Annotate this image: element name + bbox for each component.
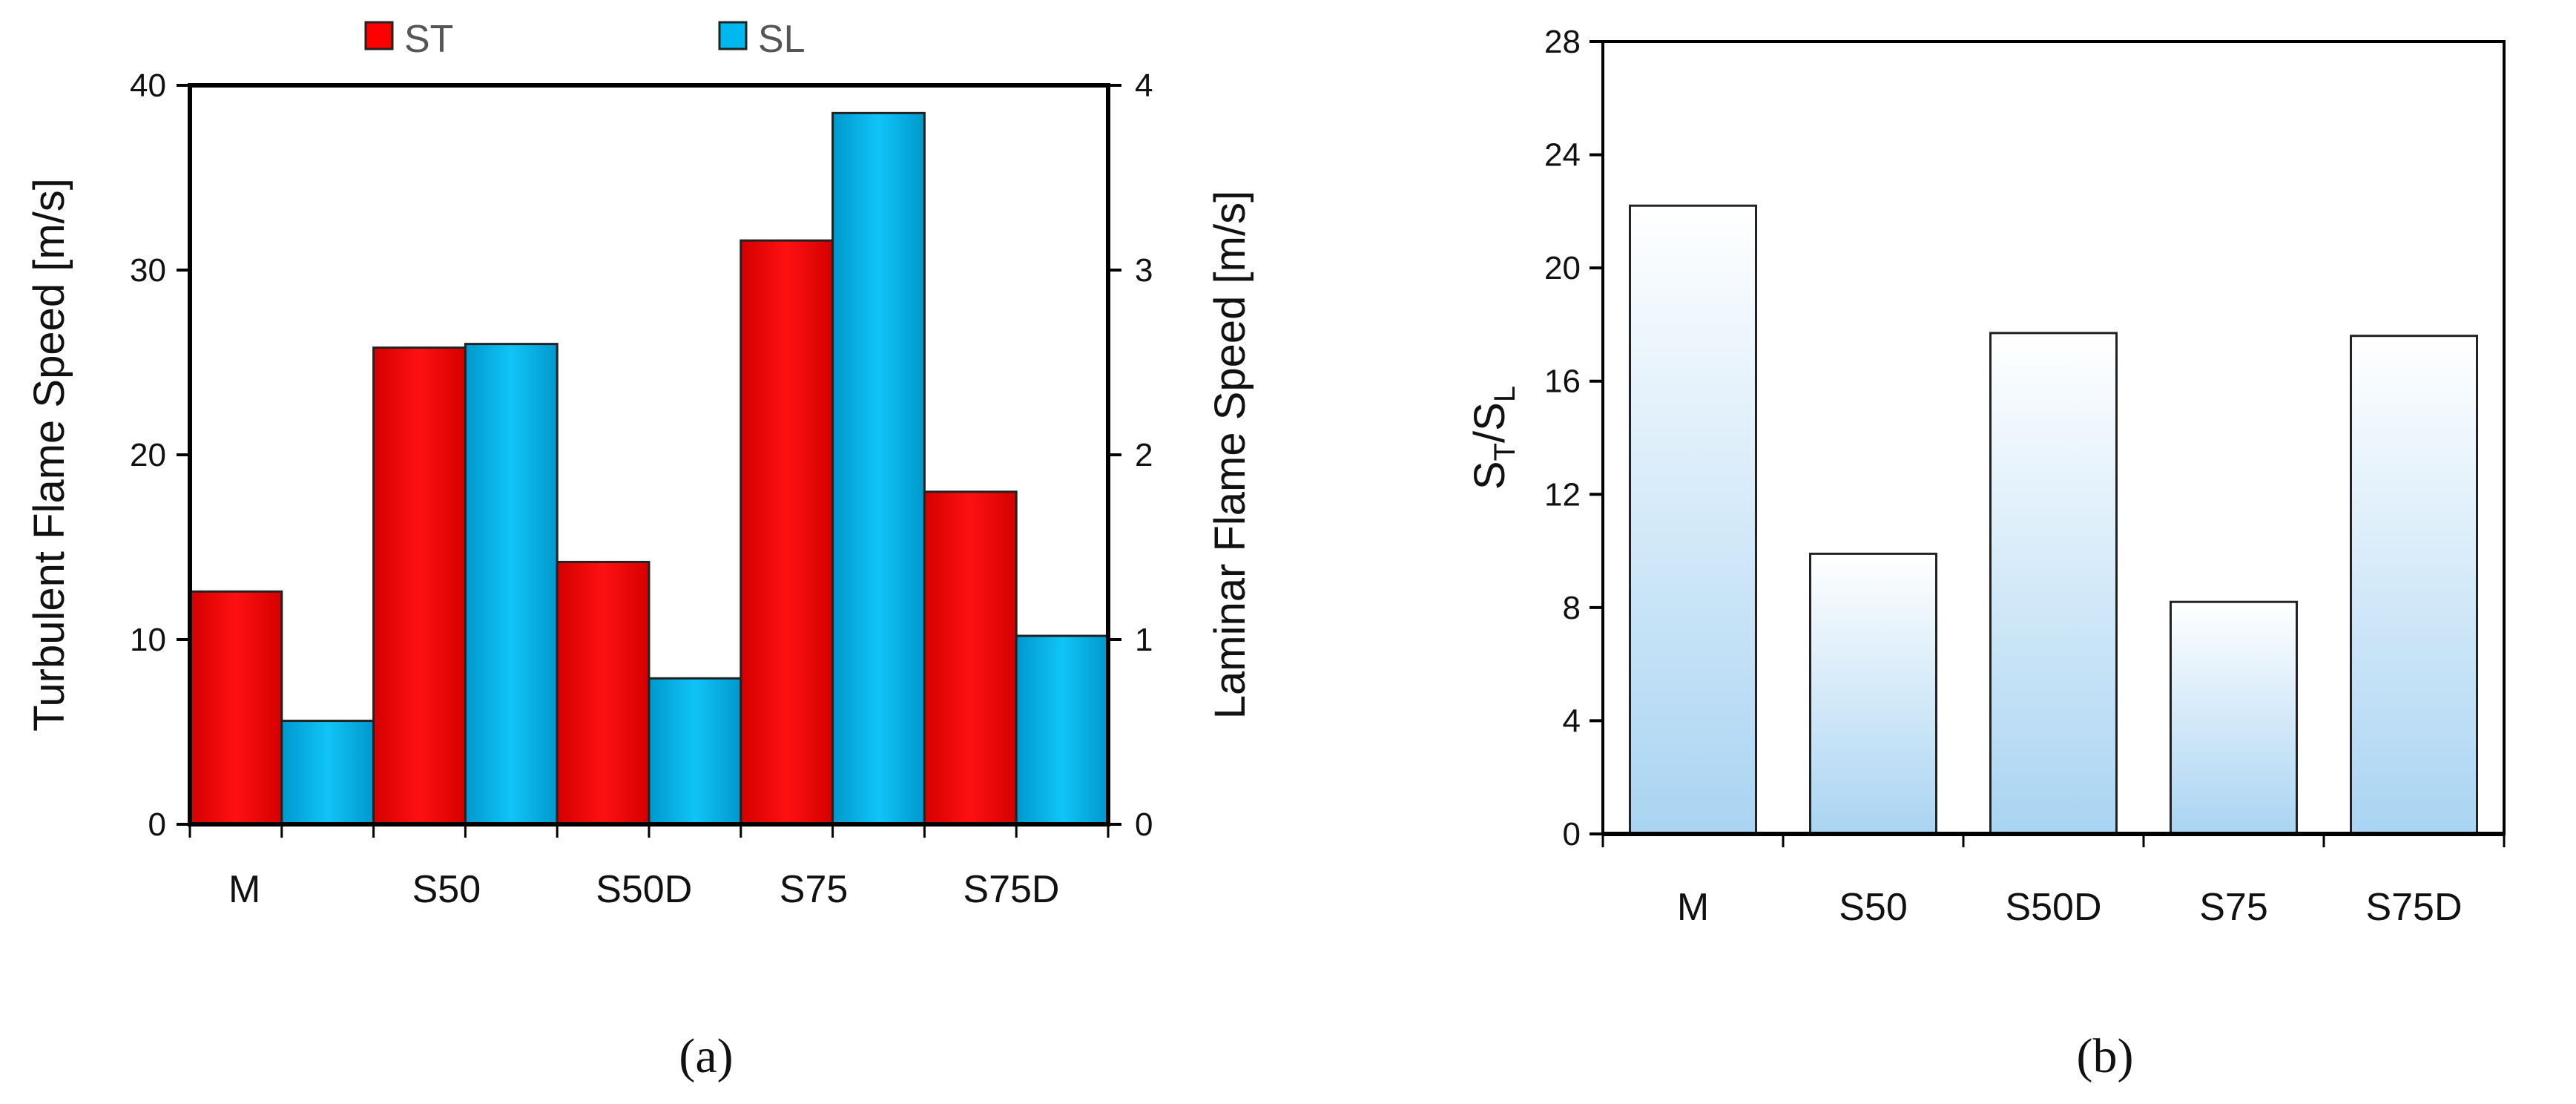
bar-body-s50d xyxy=(1989,332,2118,835)
bar-s50 xyxy=(1809,552,1937,835)
bar-s75d xyxy=(2350,335,2478,835)
chart-a-y-tick-label: 30 xyxy=(130,252,166,289)
chart-a-legend: ST SL xyxy=(364,18,806,61)
chart-b-bars xyxy=(1629,204,2478,835)
bar-bevel-s50 xyxy=(1814,556,1932,561)
bar-body-m xyxy=(1629,204,1757,835)
chart-a-x-tick-label: M xyxy=(228,868,260,911)
chart-a-y-ticks: 0 10 20 30 40 xyxy=(130,68,190,843)
chart-b-y-tick-label: 24 xyxy=(1544,137,1581,174)
chart-a-y-tick-label: 20 xyxy=(130,437,166,473)
bar-bevel-s50d xyxy=(1994,335,2112,340)
bar-bevel-s75d xyxy=(2355,338,2473,343)
bar-bevel-s75 xyxy=(2175,604,2293,609)
chart-b-y-ticks: 0 4 8 12 16 20 24 28 xyxy=(1544,24,1603,852)
panel-label-b: (b) xyxy=(2077,1029,2134,1083)
legend-swatch-sl xyxy=(718,21,748,50)
chart-a-bars xyxy=(188,111,1110,826)
bar-sl-s75d xyxy=(1015,634,1110,826)
ylabel-sub-l: L xyxy=(1489,386,1521,402)
panel-label-a: (a) xyxy=(679,1029,733,1083)
chart-a: 0 10 20 30 40 0 1 2 3 4 M S50 S50D S75 S75D ST SL Tu… xyxy=(25,18,1254,1083)
chart-b-y-tick-label: 12 xyxy=(1544,476,1581,513)
bar-s75 xyxy=(2170,600,2298,835)
bar-st-s50 xyxy=(372,346,467,826)
chart-a-y-tick-label: 40 xyxy=(130,68,166,104)
chart-b-y-tick-label: 4 xyxy=(1563,703,1581,739)
chart-a-y-tick-label: 0 xyxy=(148,806,166,843)
ylabel-main: S xyxy=(1466,461,1514,490)
legend-swatch-st xyxy=(364,21,394,50)
chart-b-y-tick-label: 20 xyxy=(1544,250,1581,286)
legend-label-st: ST xyxy=(404,18,453,61)
chart-a-y2-tick-label: 1 xyxy=(1135,622,1153,658)
chart-a-x-ticks: M S50 S50D S75 S75D xyxy=(188,824,1110,911)
chart-a-x-tick-label: S50D xyxy=(596,868,692,911)
chart-a-y2-tick-label: 4 xyxy=(1135,68,1153,104)
chart-a-y2-axis-label: Laminar Flame Speed [m/s] xyxy=(1206,191,1254,719)
bar-bevel-m xyxy=(1634,208,1752,213)
bar-sl-s50d xyxy=(648,677,742,826)
chart-b-y-tick-label: 8 xyxy=(1563,590,1581,626)
bar-st-s50d xyxy=(556,560,650,826)
chart-b: 0 4 8 12 16 20 24 28 M S50 S50D S75 S75D ST/SL (b) xyxy=(1466,24,2506,1083)
bar-body-s75d xyxy=(2350,335,2478,835)
bar-body-s50 xyxy=(1809,552,1937,835)
chart-a-y-axis-label: Turbulent Flame Speed [m/s] xyxy=(25,178,73,732)
chart-b-x-tick-label: S75D xyxy=(2365,886,2462,929)
chart-a-x-tick-label: S75 xyxy=(780,868,849,911)
bar-st-s75d xyxy=(923,490,1018,826)
bar-sl-m xyxy=(280,720,375,826)
chart-b-x-tick-label: S50D xyxy=(2005,886,2101,929)
chart-a-y2-tick-label: 3 xyxy=(1135,252,1153,289)
bar-m xyxy=(1629,204,1757,835)
bar-body-s75 xyxy=(2170,600,2298,835)
chart-a-y2-ticks: 0 1 2 3 4 xyxy=(1108,68,1153,843)
chart-b-x-ticks: M S50 S50D S75 S75D xyxy=(1601,834,2506,929)
bar-sl-s50 xyxy=(464,343,559,826)
ylabel-sub-t: T xyxy=(1489,443,1521,461)
legend-label-sl: SL xyxy=(758,18,806,61)
chart-b-y-tick-label: 28 xyxy=(1544,24,1581,60)
bar-st-m xyxy=(188,590,283,826)
chart-b-y-tick-label: 16 xyxy=(1544,364,1581,400)
chart-b-x-tick-label: M xyxy=(1677,886,1709,929)
chart-a-x-tick-label: S75D xyxy=(963,868,1059,911)
chart-b-x-tick-label: S50 xyxy=(1839,886,1908,929)
bar-st-s75 xyxy=(739,239,834,826)
ylabel-slash: /S xyxy=(1466,402,1514,443)
chart-a-x-tick-label: S50 xyxy=(412,868,481,911)
chart-b-y-axis-label: ST/SL xyxy=(1466,386,1521,490)
bar-sl-s75 xyxy=(831,111,926,826)
chart-a-y2-tick-label: 2 xyxy=(1135,437,1153,473)
chart-b-y-tick-label: 0 xyxy=(1563,816,1581,852)
chart-b-x-tick-label: S75 xyxy=(2199,886,2268,929)
chart-a-y-tick-label: 10 xyxy=(130,622,166,658)
bar-s50d xyxy=(1989,332,2118,835)
chart-a-y2-tick-label: 0 xyxy=(1135,806,1153,843)
